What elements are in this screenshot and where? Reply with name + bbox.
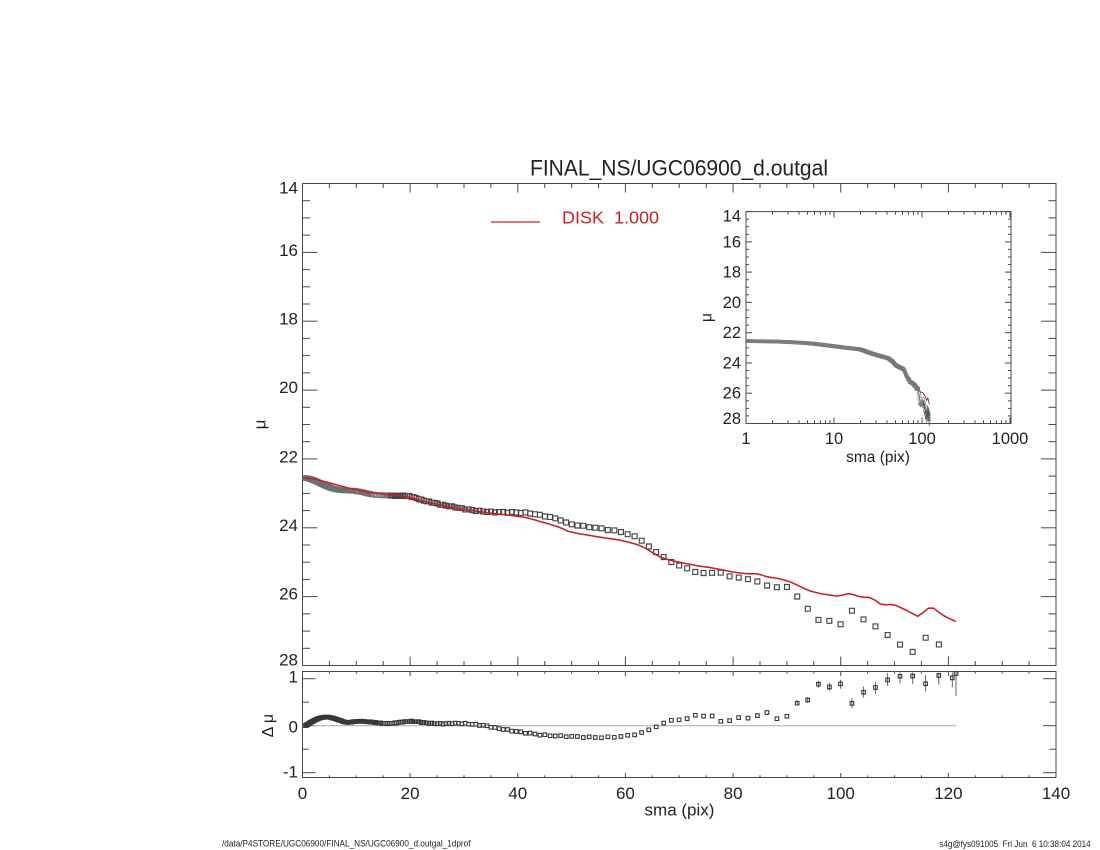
svg-text:14: 14 — [279, 179, 298, 198]
svg-text:1: 1 — [741, 430, 750, 448]
svg-text:22: 22 — [723, 324, 741, 342]
svg-text:28: 28 — [723, 410, 741, 428]
svg-text:20: 20 — [723, 294, 741, 312]
svg-text:1: 1 — [289, 668, 298, 687]
svg-text:24: 24 — [723, 355, 741, 373]
svg-text:/data/P4STORE/UGC06900/FINAL_N: /data/P4STORE/UGC06900/FINAL_NS/UGC06900… — [222, 839, 471, 849]
svg-text:16: 16 — [279, 241, 298, 260]
svg-text:10: 10 — [825, 430, 843, 448]
svg-text:22: 22 — [279, 447, 298, 466]
svg-text:28: 28 — [279, 650, 298, 669]
svg-text:16: 16 — [723, 233, 741, 251]
svg-text:FINAL_NS/UGC06900_d.outgal: FINAL_NS/UGC06900_d.outgal — [530, 156, 828, 181]
svg-text:40: 40 — [508, 784, 527, 803]
svg-text:80: 80 — [724, 784, 743, 803]
svg-text:0: 0 — [298, 784, 307, 803]
svg-text:20: 20 — [401, 784, 420, 803]
svg-text:18: 18 — [279, 310, 298, 329]
svg-text:μ: μ — [699, 313, 716, 322]
svg-text:sma (pix): sma (pix) — [645, 801, 715, 820]
svg-text:100: 100 — [827, 784, 855, 803]
svg-text:100: 100 — [908, 430, 936, 448]
svg-text:18: 18 — [723, 264, 741, 282]
svg-text:s4g@fys091005 Fri Jun 6 10:3: s4g@fys091005 Fri Jun 6 10:38:04 2014 — [939, 839, 1090, 850]
svg-text:DISK 1.000: DISK 1.000 — [562, 208, 659, 228]
svg-text:20: 20 — [279, 378, 298, 397]
svg-text:140: 140 — [1042, 784, 1070, 803]
svg-text:120: 120 — [934, 784, 962, 803]
svg-text:sma (pix): sma (pix) — [846, 449, 910, 466]
svg-text:0: 0 — [289, 718, 298, 737]
svg-text:1000: 1000 — [992, 430, 1029, 448]
svg-text:μ: μ — [251, 420, 270, 430]
svg-text:26: 26 — [723, 385, 741, 403]
svg-text:60: 60 — [616, 784, 635, 803]
svg-text:26: 26 — [279, 584, 298, 603]
svg-text:Δ μ: Δ μ — [260, 714, 277, 737]
svg-text:-1: -1 — [283, 763, 298, 782]
svg-text:24: 24 — [279, 516, 298, 535]
svg-text:14: 14 — [723, 208, 741, 226]
